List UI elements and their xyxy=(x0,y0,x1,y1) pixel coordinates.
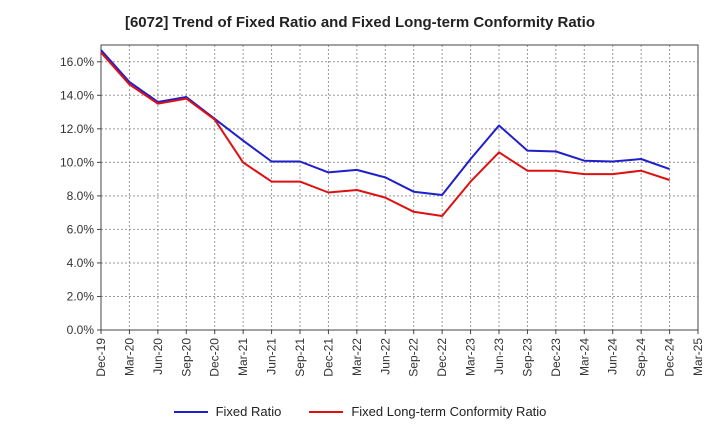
x-tick-label: Mar-24 xyxy=(577,338,591,376)
series-line-1 xyxy=(100,51,670,217)
y-tick-label: 14.0% xyxy=(60,88,94,102)
y-tick-label: 8.0% xyxy=(67,189,95,203)
x-tick-label: Dec-24 xyxy=(663,338,677,377)
x-tick-label: Dec-21 xyxy=(321,338,335,377)
legend-label-fixed-long-term-ratio: Fixed Long-term Conformity Ratio xyxy=(351,404,547,419)
y-tick-label: 10.0% xyxy=(60,155,94,169)
x-tick-label: Mar-23 xyxy=(464,338,478,376)
x-tick-label: Sep-22 xyxy=(407,338,421,377)
y-tick-label: 12.0% xyxy=(60,122,94,136)
x-tick-label: Jun-20 xyxy=(151,338,165,375)
x-axis: Dec-19 Mar-20 Jun-20 Sep-20 Dec-20 Mar-21 Jun-… xyxy=(94,330,705,377)
series-layer xyxy=(100,49,670,217)
y-axis: 0.0% 2.0% 4.0% 6.0% 8.0% 10.0% 12.0% 14.0% 16.0% xyxy=(60,55,101,337)
chart-title: [6072] Trend of Fixed Ratio and Fixed Lo… xyxy=(124,14,596,31)
x-tick-label: Dec-20 xyxy=(208,338,222,377)
x-tick-label: Sep-23 xyxy=(520,338,534,377)
x-tick-label: Mar-25 xyxy=(691,338,705,376)
y-tick-label: 0.0% xyxy=(67,323,95,337)
legend-item-fixed-long-term-ratio: Fixed Long-term Conformity Ratio xyxy=(309,404,546,419)
legend: Fixed Ratio Fixed Long-term Conformity R… xyxy=(0,404,720,419)
x-tick-label: Jun-22 xyxy=(378,338,392,375)
x-tick-label: Jun-24 xyxy=(606,338,620,375)
x-tick-label: Mar-22 xyxy=(350,338,364,376)
x-tick-label: Sep-20 xyxy=(179,338,193,377)
x-tick-label: Sep-24 xyxy=(634,338,648,377)
x-tick-label: Dec-19 xyxy=(94,338,108,377)
x-tick-label: Jun-23 xyxy=(492,338,506,375)
x-tick-label: Mar-20 xyxy=(122,338,136,376)
x-tick-label: Mar-21 xyxy=(236,338,250,376)
y-tick-label: 16.0% xyxy=(60,55,94,69)
plot-frame xyxy=(100,44,699,331)
legend-swatch-fixed-ratio xyxy=(173,410,208,413)
y-tick-label: 4.0% xyxy=(67,256,95,270)
x-tick-label: Jun-21 xyxy=(265,338,279,375)
legend-swatch-fixed-long-term-ratio xyxy=(309,410,344,413)
legend-item-fixed-ratio: Fixed Ratio xyxy=(173,404,282,419)
x-tick-label: Dec-23 xyxy=(549,338,563,377)
y-tick-label: 6.0% xyxy=(67,222,95,236)
x-tick-label: Sep-21 xyxy=(293,338,307,377)
x-tick-label: Dec-22 xyxy=(435,338,449,377)
grid-layer xyxy=(101,45,698,330)
y-tick-label: 2.0% xyxy=(67,289,95,303)
legend-label-fixed-ratio: Fixed Ratio xyxy=(215,404,282,419)
series-line-0 xyxy=(100,49,670,196)
